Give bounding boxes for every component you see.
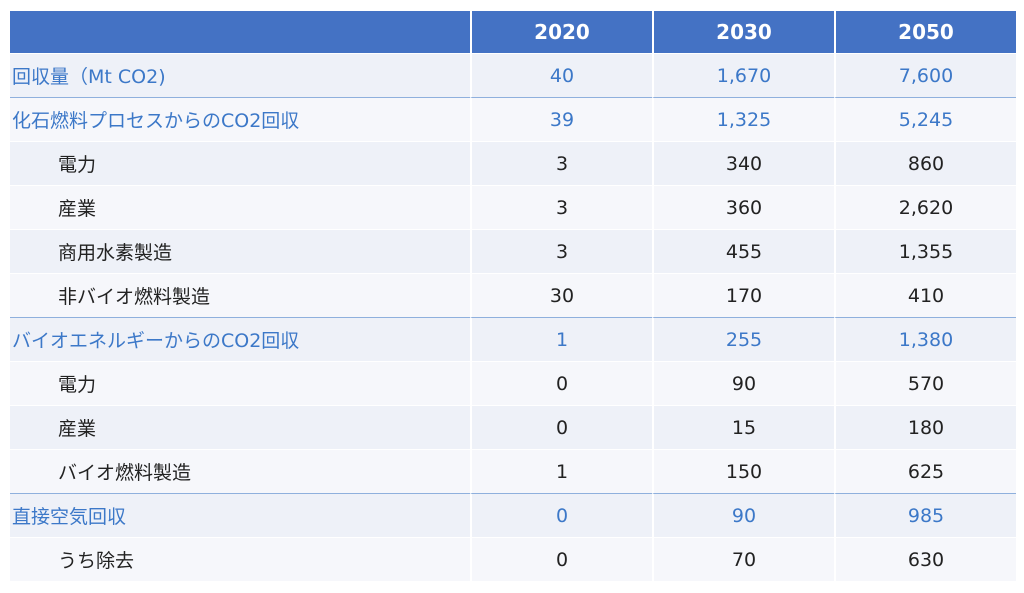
row-label: 非バイオ燃料製造	[10, 273, 470, 317]
cell-2050: 1,355	[834, 229, 1016, 273]
cell-2050: 180	[834, 405, 1016, 449]
table-row: 電力 3 340 860	[10, 141, 1016, 185]
cell-2020: 1	[470, 317, 652, 361]
row-label: 産業	[10, 405, 470, 449]
cell-2020: 0	[470, 405, 652, 449]
cell-2050: 410	[834, 273, 1016, 317]
row-label: 商用水素製造	[10, 229, 470, 273]
cell-2030: 170	[652, 273, 834, 317]
table-row: 電力 0 90 570	[10, 361, 1016, 405]
table-row: バイオ燃料製造 1 150 625	[10, 449, 1016, 493]
cell-2020: 3	[470, 229, 652, 273]
cell-2050: 630	[834, 537, 1016, 581]
capture-table-container: 2020 2030 2050 回収量（Mt CO2) 40 1,670 7,60…	[10, 11, 1016, 581]
cell-2020: 0	[470, 361, 652, 405]
cell-2020: 30	[470, 273, 652, 317]
co2-capture-table: 2020 2030 2050 回収量（Mt CO2) 40 1,670 7,60…	[10, 11, 1016, 581]
table-row: 産業 0 15 180	[10, 405, 1016, 449]
cell-2030: 1,670	[652, 53, 834, 97]
cell-2030: 150	[652, 449, 834, 493]
cell-2020: 1	[470, 449, 652, 493]
cell-2050: 985	[834, 493, 1016, 537]
cell-2050: 625	[834, 449, 1016, 493]
cell-2020: 3	[470, 141, 652, 185]
table-row: うち除去 0 70 630	[10, 537, 1016, 581]
cell-2030: 340	[652, 141, 834, 185]
table-row: 非バイオ燃料製造 30 170 410	[10, 273, 1016, 317]
cell-2050: 860	[834, 141, 1016, 185]
cell-2050: 5,245	[834, 97, 1016, 141]
cell-2020: 3	[470, 185, 652, 229]
cell-2030: 70	[652, 537, 834, 581]
cell-2020: 40	[470, 53, 652, 97]
table-row: 直接空気回収 0 90 985	[10, 493, 1016, 537]
row-label: 直接空気回収	[10, 493, 470, 537]
cell-2020: 0	[470, 493, 652, 537]
cell-2020: 0	[470, 537, 652, 581]
cell-2030: 455	[652, 229, 834, 273]
row-label: 回収量（Mt CO2)	[10, 53, 470, 97]
row-label: 電力	[10, 141, 470, 185]
cell-2030: 90	[652, 361, 834, 405]
cell-2030: 15	[652, 405, 834, 449]
row-label: うち除去	[10, 537, 470, 581]
row-label: 産業	[10, 185, 470, 229]
cell-2030: 255	[652, 317, 834, 361]
cell-2050: 7,600	[834, 53, 1016, 97]
header-cell-label	[10, 11, 470, 53]
table-row: 産業 3 360 2,620	[10, 185, 1016, 229]
row-label: 化石燃料プロセスからのCO2回収	[10, 97, 470, 141]
cell-2030: 90	[652, 493, 834, 537]
row-label: 電力	[10, 361, 470, 405]
header-cell-2020: 2020	[470, 11, 652, 53]
header-cell-2050: 2050	[834, 11, 1016, 53]
cell-2050: 2,620	[834, 185, 1016, 229]
table-row: 化石燃料プロセスからのCO2回収 39 1,325 5,245	[10, 97, 1016, 141]
cell-2030: 360	[652, 185, 834, 229]
cell-2020: 39	[470, 97, 652, 141]
header-row: 2020 2030 2050	[10, 11, 1016, 53]
header-cell-2030: 2030	[652, 11, 834, 53]
cell-2050: 1,380	[834, 317, 1016, 361]
row-label: バイオエネルギーからのCO2回収	[10, 317, 470, 361]
table-row: 商用水素製造 3 455 1,355	[10, 229, 1016, 273]
table-row: バイオエネルギーからのCO2回収 1 255 1,380	[10, 317, 1016, 361]
cell-2050: 570	[834, 361, 1016, 405]
table-row: 回収量（Mt CO2) 40 1,670 7,600	[10, 53, 1016, 97]
cell-2030: 1,325	[652, 97, 834, 141]
row-label: バイオ燃料製造	[10, 449, 470, 493]
